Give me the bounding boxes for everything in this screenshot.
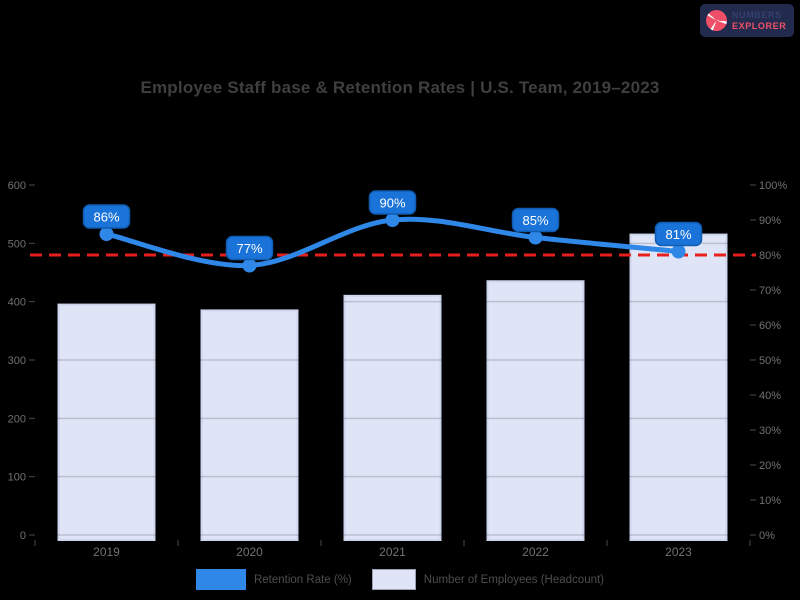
logo-text: NUMBERS EXPLORER <box>732 10 786 31</box>
pie-chart-logo-icon <box>706 10 727 31</box>
point-label-box <box>82 204 131 229</box>
point-label-box <box>511 207 560 233</box>
x-axis-label: 2021 <box>379 545 406 559</box>
left-axis-tick-label: 400 <box>8 297 26 309</box>
bar-2022 <box>486 280 585 541</box>
left-axis-tick-label: 0 <box>20 530 26 542</box>
right-axis-tick-label: 40% <box>759 390 781 402</box>
left-axis-tick-label: 300 <box>8 355 26 367</box>
point-marker-2022 <box>528 230 543 245</box>
x-axis-label: 2019 <box>93 545 120 559</box>
left-axis-tick-label: 200 <box>8 413 26 425</box>
legend-item-employees[interactable]: Number of Employees (Headcount) <box>371 569 605 590</box>
point-label-box <box>225 235 274 261</box>
point-marker-2021 <box>385 213 400 227</box>
brand-logo: NUMBERS EXPLORER <box>700 4 794 37</box>
chart-title: Employee Staff base & Retention Rates | … <box>140 78 660 97</box>
bar-2021 <box>343 294 442 542</box>
left-axis-tick-label: 600 <box>8 180 26 192</box>
right-axis-tick-label: 70% <box>759 285 781 297</box>
legend-swatch-bar <box>371 569 416 590</box>
point-marker-2019 <box>99 227 114 241</box>
right-axis-tick-label: 80% <box>759 250 781 262</box>
bar-2019 <box>57 303 156 542</box>
x-axis-label: 2023 <box>665 545 692 559</box>
point-label-text: 86% <box>93 210 119 225</box>
legend-label-employees: Number of Employees (Headcount) <box>423 573 605 586</box>
left-axis-tick-label: 100 <box>8 472 26 484</box>
point-label-text: 90% <box>379 196 405 211</box>
point-marker-2023 <box>671 244 686 259</box>
point-label-text: 85% <box>522 213 548 228</box>
right-axis-tick-label: 50% <box>759 355 781 367</box>
legend-item-retention-rate[interactable]: Retention Rate (%) <box>195 569 352 590</box>
right-axis-tick-label: 0% <box>759 530 775 542</box>
right-axis-tick-label: 10% <box>759 495 781 507</box>
point-marker-2020 <box>242 258 257 273</box>
left-axis-tick-label: 500 <box>8 238 26 250</box>
point-label-box <box>368 190 417 215</box>
chart-legend: Retention Rate (%) Number of Employees (… <box>0 569 800 590</box>
right-axis-tick-label: 30% <box>759 425 781 437</box>
right-axis-tick-label: 90% <box>759 215 781 227</box>
legend-label-retention-rate: Retention Rate (%) <box>253 573 352 586</box>
logo-line-1: NUMBERS <box>732 10 782 21</box>
point-label-text: 81% <box>665 227 691 242</box>
bar-2023 <box>629 233 728 541</box>
right-axis-tick-label: 20% <box>759 460 781 472</box>
logo-line-2: EXPLORER <box>732 20 787 31</box>
right-axis-tick-label: 100% <box>759 180 787 192</box>
right-axis-tick-label: 60% <box>759 320 781 332</box>
x-axis-label: 2022 <box>522 545 549 559</box>
bar-2020 <box>200 309 299 541</box>
x-axis-label: 2020 <box>236 545 263 559</box>
point-label-box <box>654 221 703 247</box>
legend-swatch-line <box>195 569 246 590</box>
point-label-text: 77% <box>236 241 262 256</box>
